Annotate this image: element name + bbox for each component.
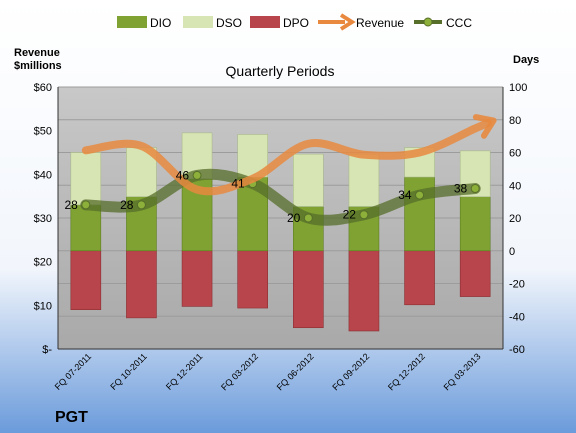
- left-tick-label: $-: [42, 344, 52, 356]
- ccc-marker: [303, 213, 313, 223]
- legend-label-dio: DIO: [150, 16, 171, 30]
- legend-item-revenue: Revenue: [318, 13, 404, 31]
- chart-title: Quarterly Periods: [226, 63, 335, 79]
- ccc-data-label: 28: [64, 198, 78, 212]
- right-tick-label: -20: [509, 279, 525, 291]
- ccc-marker: [470, 184, 480, 194]
- right-tick-label: 100: [509, 82, 527, 94]
- bar-dpo: [181, 250, 213, 307]
- ccc-line: [80, 168, 481, 226]
- right-tick-label: 40: [509, 180, 521, 192]
- bar-dpo: [237, 250, 268, 309]
- left-tick-label: $10: [34, 300, 52, 312]
- left-tick-label: $30: [34, 213, 52, 225]
- company-label: PGT: [55, 409, 88, 426]
- bar-dio: [70, 204, 102, 252]
- ccc-marker: [81, 200, 91, 210]
- legend-swatch-dso: [183, 16, 213, 28]
- ccc-marker: [359, 210, 369, 220]
- bar-dso: [293, 153, 324, 207]
- bar-dio: [459, 196, 491, 252]
- legend: DIO DSO DPO Revenue CCC: [117, 13, 472, 31]
- lines: [80, 114, 497, 226]
- legend-marker-ccc: [423, 17, 433, 27]
- right-axis-title: Days: [513, 54, 539, 66]
- legend-label-dso: DSO: [216, 16, 242, 30]
- legend-label-ccc: CCC: [446, 16, 472, 30]
- legend-swatch-dio: [117, 16, 147, 28]
- ccc-data-label: 46: [176, 168, 190, 182]
- bar-dso: [348, 153, 380, 207]
- bar-dpo: [459, 250, 491, 297]
- left-tick-label: $20: [34, 257, 52, 269]
- ccc-data-label: 22: [343, 208, 357, 222]
- right-tick-label: -60: [509, 344, 525, 356]
- left-axis-title-line1: Revenue: [14, 47, 60, 59]
- ccc-data-label: 28: [120, 198, 134, 212]
- left-tick-label: $50: [34, 126, 52, 138]
- ccc-data-label: 34: [398, 188, 412, 202]
- bar-dpo: [70, 250, 102, 311]
- right-tick-label: 0: [509, 246, 515, 258]
- bar-dpo: [348, 250, 380, 332]
- data-labels: 28 28 46 41 20 22 34 38: [64, 168, 467, 225]
- bar-dpo: [404, 250, 435, 306]
- revenue-arrowhead: [472, 114, 497, 139]
- right-tick-label: 60: [509, 148, 521, 160]
- legend-item-dpo: DPO: [250, 16, 309, 30]
- bar-dpo: [293, 250, 324, 329]
- legend-item-dio: DIO: [117, 16, 171, 30]
- legend-item-dso: DSO: [183, 16, 242, 30]
- bar-dso: [70, 152, 102, 206]
- left-axis-title-line2: $millions: [14, 60, 62, 72]
- left-tick-label: $60: [34, 82, 52, 94]
- right-tick-label: 20: [509, 213, 521, 225]
- legend-item-ccc: CCC: [414, 16, 472, 30]
- ccc-marker: [192, 170, 202, 180]
- legend-arrow-revenue: [339, 13, 356, 31]
- left-tick-label: $40: [34, 169, 52, 181]
- right-tick-label: -40: [509, 311, 525, 323]
- ccc-marker: [415, 190, 425, 200]
- legend-swatch-dpo: [250, 16, 280, 28]
- ccc-marker: [136, 200, 146, 210]
- bar-dpo: [126, 250, 157, 319]
- ccc-data-label: 38: [454, 182, 468, 196]
- legend-label-dpo: DPO: [283, 16, 309, 30]
- legend-label-revenue: Revenue: [356, 16, 404, 30]
- revenue-line: [81, 118, 493, 196]
- ccc-data-label: 20: [287, 211, 301, 225]
- ccc-data-label: 41: [231, 177, 245, 191]
- right-tick-label: 80: [509, 115, 521, 127]
